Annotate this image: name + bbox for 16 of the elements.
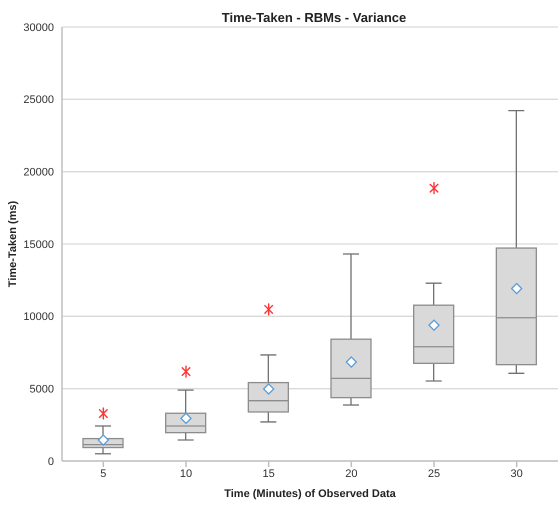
x-tick-label: 10 [180, 468, 192, 480]
y-tick-label: 25000 [23, 94, 54, 106]
y-tick-label: 30000 [23, 22, 54, 34]
y-tick-label: 20000 [23, 166, 54, 179]
x-axis-title: Time (Minutes) of Observed Data [224, 488, 397, 500]
x-tick-label: 15 [262, 468, 275, 480]
x-tick-label: 25 [428, 468, 440, 480]
x-tick-label: 30 [510, 468, 523, 480]
y-tick-label: 5000 [30, 384, 54, 396]
y-tick-label: 15000 [23, 238, 54, 251]
y-tick-label: 0 [48, 456, 54, 468]
x-tick-label: 20 [345, 468, 358, 480]
chart-title: Time-Taken - RBMs - Variance [220, 10, 408, 25]
x-tick-label: 5 [100, 468, 106, 480]
y-tick-label: 10000 [23, 311, 54, 324]
y-axis-title: Time-Taken (ms) [6, 200, 19, 288]
